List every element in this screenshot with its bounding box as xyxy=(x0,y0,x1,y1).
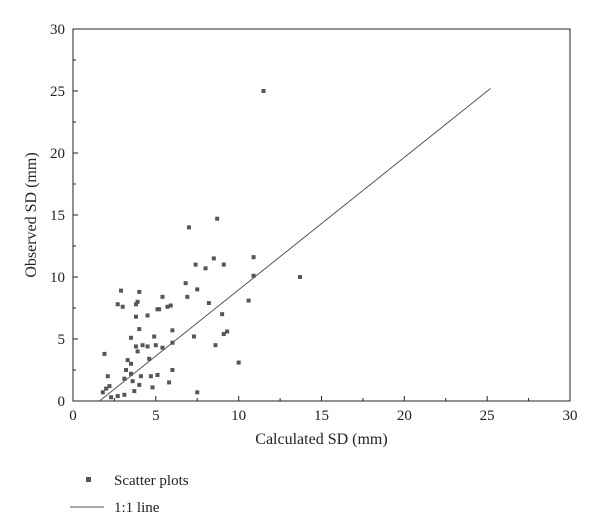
scatter-point xyxy=(170,340,175,345)
scatter-point xyxy=(251,273,256,278)
scatter-point xyxy=(107,384,112,389)
y-tick-label: 30 xyxy=(50,22,65,38)
x-tick-label: 25 xyxy=(480,408,495,424)
y-tick-label: 10 xyxy=(50,270,65,286)
scatter-point xyxy=(185,294,190,299)
scatter-point xyxy=(160,345,165,350)
scatter-point xyxy=(137,327,142,332)
scatter-point xyxy=(195,390,200,395)
scatter-point xyxy=(170,328,175,333)
scatter-point xyxy=(128,335,133,340)
x-tick-label: 15 xyxy=(314,408,329,424)
scatter-point xyxy=(213,343,218,348)
scatter-point xyxy=(246,298,251,303)
scatter-point xyxy=(133,344,138,349)
scatter-point xyxy=(119,288,124,293)
scatter-point xyxy=(165,304,170,309)
scatter-point xyxy=(115,302,120,307)
scatter-point xyxy=(206,301,211,306)
y-tick-label: 5 xyxy=(58,332,66,348)
scatter-point xyxy=(135,299,140,304)
x-tick-label: 30 xyxy=(563,408,578,424)
scatter-point xyxy=(193,262,198,267)
x-axis-ticks: 0 5 10 15 20 25 30 xyxy=(69,396,578,424)
scatter-point xyxy=(115,394,120,399)
x-tick-label: 10 xyxy=(231,408,246,424)
scatter-point xyxy=(251,255,256,260)
one-to-one-line xyxy=(99,88,491,402)
plot-area xyxy=(72,28,571,402)
scatter-point xyxy=(102,351,107,356)
scatter-point xyxy=(150,385,155,390)
y-axis-ticks: 0 5 10 15 20 25 30 xyxy=(50,22,78,410)
scatter-point xyxy=(132,389,137,394)
scatter-point xyxy=(211,256,216,261)
scatter-point xyxy=(125,358,130,363)
scatter-point xyxy=(138,374,143,379)
scatter-point xyxy=(195,287,200,292)
scatter-point xyxy=(170,368,175,372)
legend: Scatter plots 1:1 line xyxy=(70,473,189,516)
scatter-point xyxy=(128,371,133,376)
y-tick-label: 15 xyxy=(50,208,65,224)
scatter-point xyxy=(148,374,153,379)
legend-label-scatter: Scatter plots xyxy=(114,473,189,489)
scatter-point xyxy=(155,372,160,377)
scatter-point xyxy=(137,289,142,294)
scatter-point xyxy=(122,392,127,397)
scatter-point xyxy=(221,332,226,337)
scatter-point xyxy=(155,307,160,312)
scatter-point xyxy=(225,329,230,334)
scatter-point xyxy=(145,344,150,349)
scatter-point xyxy=(145,313,150,318)
scatter-point xyxy=(133,314,138,319)
scatter-point xyxy=(236,360,241,365)
scatter-point xyxy=(160,294,165,299)
scatter-point xyxy=(186,225,191,230)
scatter-point xyxy=(105,374,110,379)
scatter-point xyxy=(104,386,109,391)
scatter-point xyxy=(124,368,129,372)
scatter-point xyxy=(297,275,302,279)
scatter-point xyxy=(122,376,127,381)
x-tick-label: 5 xyxy=(152,408,160,424)
scatter-point xyxy=(215,216,220,221)
scatter-point xyxy=(133,302,138,307)
scatter-point xyxy=(167,380,172,385)
x-tick-label: 20 xyxy=(397,408,412,424)
legend-label-line: 1:1 line xyxy=(114,500,160,516)
x-axis-title: Calculated SD (mm) xyxy=(255,431,387,448)
scatter-point xyxy=(191,334,196,339)
y-tick-label: 0 xyxy=(58,394,66,410)
scatter-point xyxy=(130,379,135,384)
y-tick-label: 20 xyxy=(50,146,65,162)
scatter-point xyxy=(203,266,208,271)
scatter-point xyxy=(120,304,125,309)
scatter-point xyxy=(183,281,188,286)
scatter-point xyxy=(168,303,173,308)
x-tick-label: 0 xyxy=(69,408,77,424)
scatter-point xyxy=(221,262,226,267)
scatter-point xyxy=(261,89,266,93)
legend-marker-scatter xyxy=(86,477,91,482)
scatter-point xyxy=(152,334,157,339)
y-tick-label: 25 xyxy=(50,84,65,100)
scatter-point xyxy=(135,349,140,354)
scatter-point xyxy=(109,395,114,400)
scatter-point xyxy=(147,356,152,361)
scatter-point xyxy=(140,343,145,348)
scatter-point xyxy=(100,390,105,395)
scatter-point xyxy=(153,343,158,348)
scatter-point xyxy=(128,361,133,366)
scatter-point xyxy=(220,312,225,317)
scatter-point xyxy=(137,382,142,387)
y-axis-title: Observed SD (mm) xyxy=(23,152,40,277)
